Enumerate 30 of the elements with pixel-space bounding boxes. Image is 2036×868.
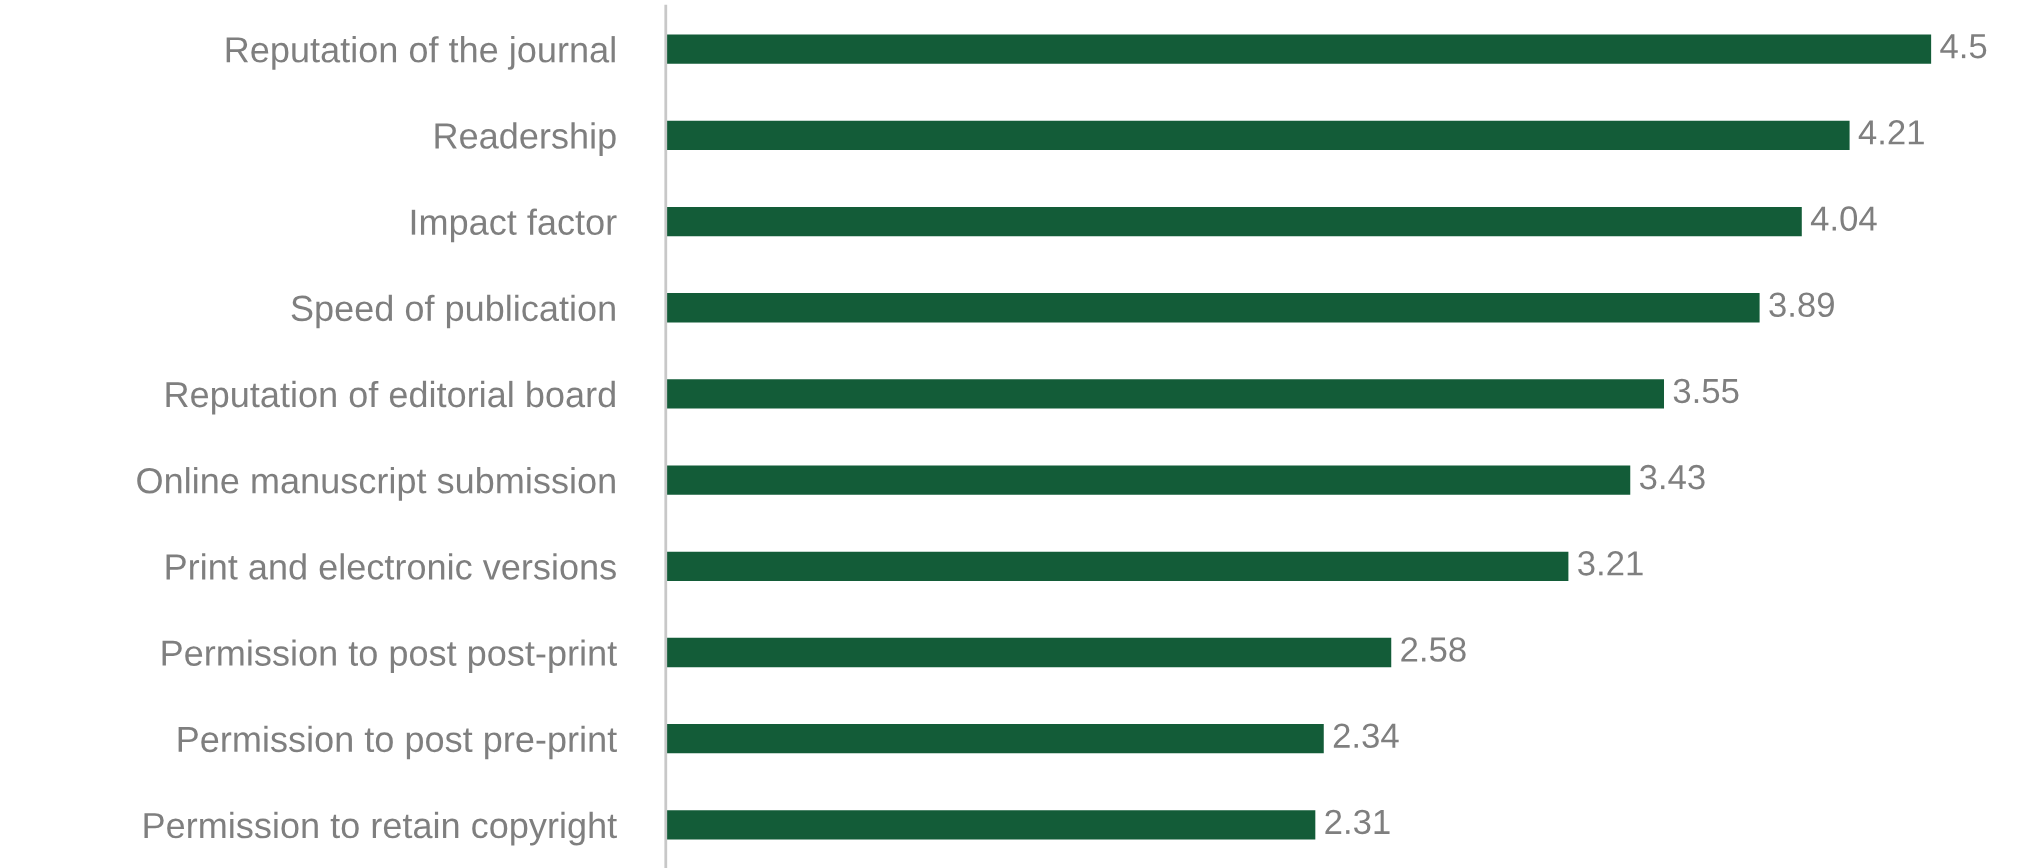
data-label: 2.31 [1325,809,1390,835]
bar [665,637,1392,668]
y-tick-label: Permission to retain copyright [144,811,617,846]
y-tick-label: Reputation of editorial board [166,380,615,415]
y-tick-label: Permission to post pre-print [178,725,617,760]
data-label: 3.43 [1639,464,1705,490]
data-label: 3.89 [1769,292,1834,318]
bar [665,810,1316,840]
y-tick-label: Readership [435,122,616,156]
y-tick-label: Permission to post post-print [162,639,617,674]
y-tick-label: Print and electronic versions [166,553,616,580]
data-label: 3.21 [1578,551,1643,576]
data-label: 4.5 [1940,34,1987,59]
bar [665,379,1664,409]
data-label: 2.34 [1333,723,1399,749]
bar [665,206,1802,237]
data-label: 3.55 [1673,378,1739,404]
data-label: 2.58 [1401,637,1466,662]
bar [665,551,1569,581]
data-label: 4.04 [1810,206,1877,231]
bar [665,465,1631,495]
bar [665,120,1850,151]
data-label: 4.21 [1858,120,1924,145]
y-tick-label: Reputation of the journal [226,36,615,70]
y-tick-label: Speed of publication [291,294,615,329]
bar [665,724,1324,754]
bar [665,293,1760,323]
y-tick-label: Impact factor [411,208,617,243]
bar [665,34,1932,64]
y-tick-label: Online manuscript submission [137,467,615,501]
